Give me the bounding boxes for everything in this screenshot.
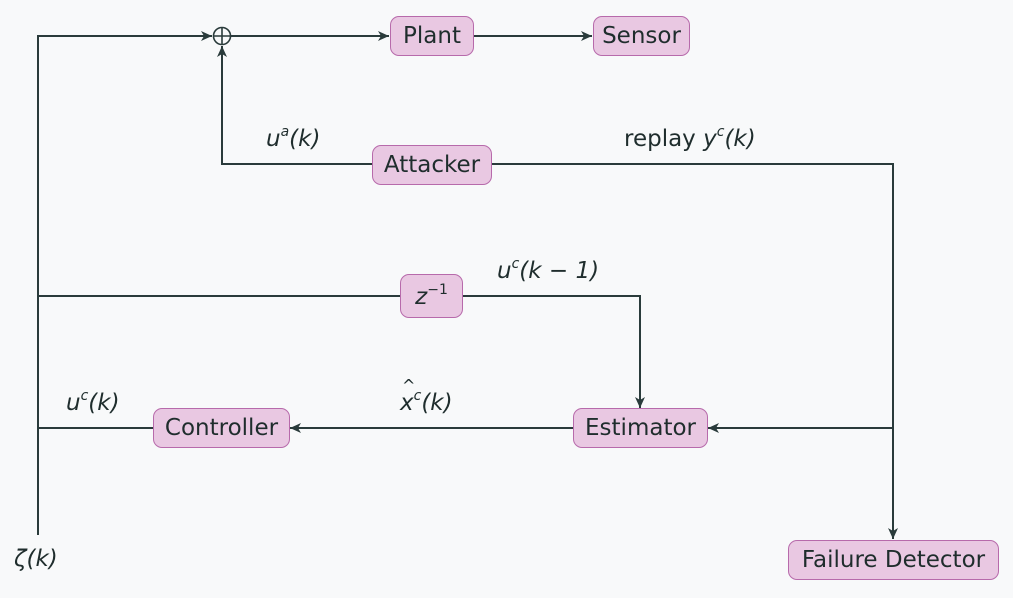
delay-block[interactable]: z−1 <box>400 274 463 318</box>
replay-wire <box>492 163 898 539</box>
plant-block[interactable]: Plant <box>390 16 474 56</box>
attacker-to-sum-wire <box>217 46 372 165</box>
state-estimate-label: xc(k) <box>400 376 453 416</box>
sensor-block[interactable]: Sensor <box>593 16 690 56</box>
sensor-label: Sensor <box>602 23 681 49</box>
replay-label: replay yc(k) <box>624 124 756 152</box>
estimator-block[interactable]: Estimator <box>573 408 708 448</box>
noise-label: ζ(k) <box>14 546 58 572</box>
attacker-label: Attacker <box>383 152 481 178</box>
delay-label: z−1 <box>415 282 448 310</box>
estimator-label: Estimator <box>585 415 696 441</box>
controller-label: Controller <box>164 415 279 441</box>
failure-detector-label: Failure Detector <box>801 547 986 573</box>
summing-junction-icon <box>212 26 232 46</box>
plant-label: Plant <box>403 23 461 49</box>
delayed-input-label: uc(k − 1) <box>497 256 600 284</box>
control-signal-label: uc(k) <box>66 388 120 416</box>
attacker-block[interactable]: Attacker <box>372 145 492 185</box>
controller-block[interactable]: Controller <box>153 408 290 448</box>
delay-to-estimator-wire <box>463 295 645 408</box>
control-bus-wire <box>37 31 212 535</box>
attack-input-label: ua(k) <box>266 124 321 152</box>
failure-detector-block[interactable]: Failure Detector <box>788 540 999 580</box>
